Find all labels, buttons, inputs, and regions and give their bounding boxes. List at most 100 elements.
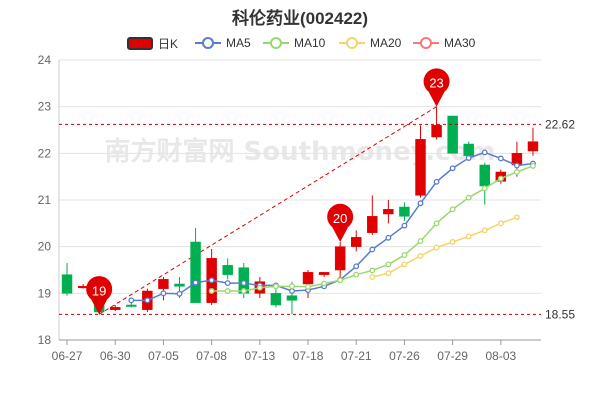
y-axis: 18 19 20 21 22 23 24 [38,53,60,347]
candle-body [334,246,346,271]
candle-body [367,216,378,233]
x-tick-label: 08-03 [485,349,516,363]
candle-body [190,241,201,303]
series-ma10 [208,162,536,294]
marker-pin: 23 [423,68,450,107]
candle-body [110,307,121,310]
marker-pin-shape [86,276,113,315]
series-point [401,261,408,268]
candle-body [447,115,458,154]
marker-label: 20 [333,211,347,226]
y-tick-label: 23 [38,100,52,114]
markers: 19 20 23 [86,68,450,315]
series-point [224,280,231,287]
marker-pin: 20 [327,203,354,242]
series-point [417,238,424,245]
series-point [449,165,456,172]
x-axis: 06-27 06-30 07-05 07-08 07-13 07-18 07-21 07-26… [52,339,541,363]
series-point [385,270,392,277]
candle [415,125,426,198]
series-point [401,252,408,259]
candle-body [270,293,282,306]
series-point [305,283,311,290]
legend-item-ma10[interactable]: MA10 [263,33,325,53]
series-point [240,280,247,287]
series-point [513,214,520,221]
candle-body [61,274,73,294]
chart-title: 科伦药业(002422) [231,9,369,28]
candle [383,200,394,224]
series-point [513,162,520,169]
series-point [433,178,440,185]
series-point [433,220,440,227]
series-point [465,233,472,240]
series-point [465,155,472,161]
candle [367,195,378,235]
series-point [369,274,376,280]
series-point [385,261,392,268]
series-point [530,162,536,169]
candle-body [302,272,314,285]
x-tick-label: 07-13 [244,349,275,363]
candle [126,302,137,308]
y-tick-label: 21 [38,193,52,207]
candle [158,277,169,301]
series-point [256,284,263,291]
moving-averages [128,149,536,304]
legend-item-ma20[interactable]: MA20 [339,33,401,53]
series-point [208,277,215,284]
series-point [289,288,295,294]
legend-label: 日K [158,36,179,51]
series-ma20 [369,214,520,280]
x-tick-label: 06-30 [100,349,131,363]
marker-label: 23 [429,76,443,91]
candle [334,242,346,277]
legend-item-daily-k[interactable]: 日K [127,33,178,53]
candle [447,115,458,154]
candle [61,263,73,296]
candle-body [174,283,185,287]
series-point [497,175,504,182]
legend: 日K MA5 MA10 MA20 MA30 [0,33,600,53]
candle [110,305,121,312]
series-point [160,290,167,297]
series-point [208,288,215,294]
series-point [417,200,424,207]
series-point [128,297,135,304]
candle [270,286,282,308]
y-tick-label: 19 [38,286,52,300]
candle [527,127,539,156]
x-tick-label: 07-21 [341,349,372,363]
x-tick-label: 07-05 [148,349,179,363]
series-point [353,271,360,278]
marker-pin-shape [423,68,450,107]
series-point [192,279,199,286]
series-point [289,283,295,290]
legend-item-ma5[interactable]: MA5 [195,33,251,53]
reference-label: 22.62 [545,117,575,131]
series-point [481,227,488,234]
series-line [372,216,518,278]
candle-legend-icon [127,36,153,50]
series-point [497,220,504,227]
candle [190,228,201,303]
series-point [224,288,231,294]
series-ma5 [128,149,536,304]
series-point [176,290,183,297]
series-point [369,267,376,274]
marker-label: 19 [92,283,106,298]
series-point [513,169,520,175]
candle-body [479,164,490,187]
candle [206,249,217,305]
x-tick-label: 07-08 [196,349,227,363]
candle-body [415,139,426,196]
series-point [433,244,440,251]
marker-pin: 19 [86,276,113,315]
y-tick-label: 24 [38,53,52,67]
candle-body [158,279,169,289]
series-point [321,280,328,287]
reference-label: 18.55 [545,307,575,321]
legend-label: MA20 [370,36,402,50]
legend-item-ma30[interactable]: MA30 [413,33,475,53]
